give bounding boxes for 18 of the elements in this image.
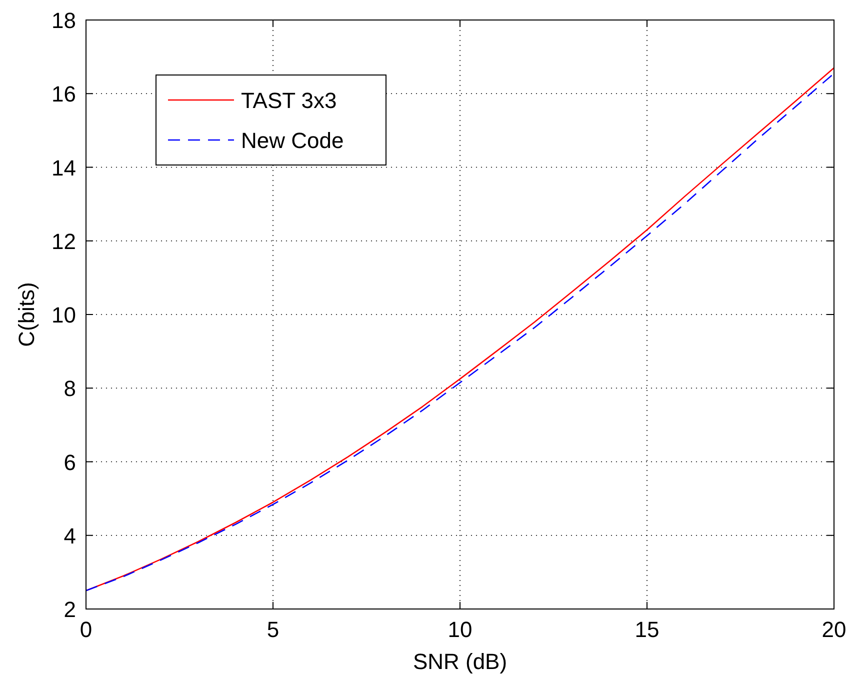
x-tick-label: 10 [448,617,472,642]
y-tick-label: 12 [52,228,76,254]
x-axis-title: SNR (dB) [412,649,508,674]
x-tick-label: 0 [80,617,92,642]
x-tick-label: 15 [634,617,660,642]
y-tick-label: 10 [52,302,76,328]
x-tick-label: 20 [822,617,846,642]
legend-label: TAST 3x3 [241,88,337,113]
y-tick-label: 14 [52,155,76,180]
y-tick-label: 16 [52,82,76,107]
y-tick-label: 6 [64,450,76,475]
y-axis-title: C(bits) [14,282,39,347]
y-tick-label: 2 [64,597,76,622]
y-tick-label: 8 [64,376,76,402]
legend-label: New Code [241,128,344,153]
y-tick-label: 4 [64,523,76,548]
x-tick-label: 5 [266,617,280,642]
y-tick-label: 18 [52,8,76,33]
